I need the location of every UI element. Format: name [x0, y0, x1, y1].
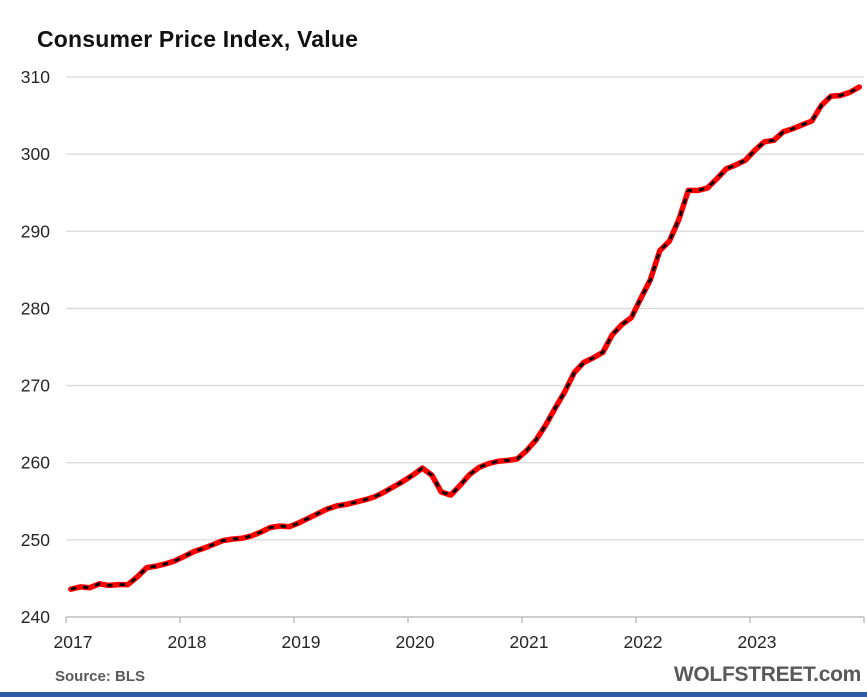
x-axis-label-2021: 2021	[510, 632, 549, 652]
x-axis-label-2023: 2023	[738, 632, 777, 652]
cpi-line-chart: 240 250 260 270 280 290 300 310 2017 2018 2019 2020…	[21, 67, 865, 652]
y-axis-label-270: 270	[21, 376, 50, 396]
x-axis-label-2020: 2020	[396, 632, 435, 652]
chart-title: Consumer Price Index, Value	[37, 26, 359, 52]
y-axis-label-290: 290	[21, 221, 50, 241]
bottom-accent-bar	[0, 692, 867, 697]
chart-footer: Source: BLS WOLFSTREET.com	[55, 663, 861, 687]
cpi-line-dash-overlay	[70, 85, 860, 591]
x-axis-label-2022: 2022	[624, 632, 663, 652]
y-axis-label-240: 240	[21, 607, 50, 627]
y-axis-label-250: 250	[21, 530, 50, 550]
y-axis-label-280: 280	[21, 298, 50, 318]
wolfstreet-watermark: WOLFSTREET.com	[673, 663, 861, 686]
x-axis-label-2017: 2017	[54, 632, 93, 652]
y-axis-label-310: 310	[21, 67, 50, 87]
x-axis-label-2019: 2019	[282, 632, 321, 652]
x-axis-label-2018: 2018	[168, 632, 207, 652]
source-note: Source: BLS	[55, 668, 146, 685]
y-axis-label-300: 300	[21, 144, 50, 164]
y-axis-label-260: 260	[21, 453, 50, 473]
